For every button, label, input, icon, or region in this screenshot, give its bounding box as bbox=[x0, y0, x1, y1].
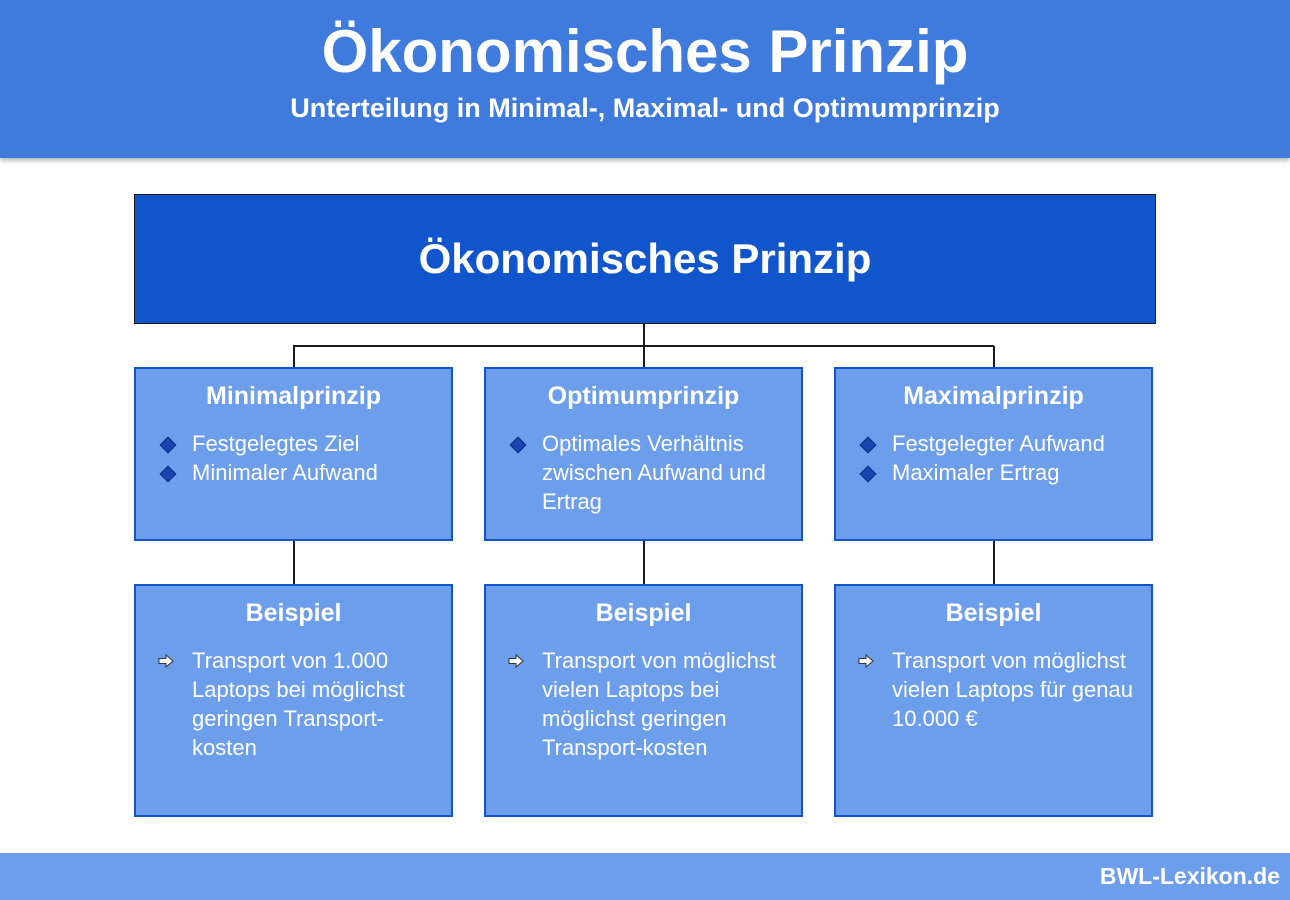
minimalprinzip-title: Minimalprinzip bbox=[136, 379, 451, 413]
example-text: Transport von möglichst vielen Laptops b… bbox=[542, 648, 776, 760]
root-node: Ökonomisches Prinzip bbox=[134, 194, 1156, 324]
minimalprinzip-bullets: Festgelegtes Ziel Minimaler Aufwand bbox=[136, 429, 451, 487]
bullet-item: Festgelegter Aufwand bbox=[892, 429, 1141, 458]
diamond-bullet-icon bbox=[160, 437, 177, 454]
example-title: Beispiel bbox=[486, 596, 801, 630]
bullet-text: Maximaler Ertrag bbox=[892, 460, 1059, 485]
bullet-item: Minimaler Aufwand bbox=[192, 458, 441, 487]
arrow-right-icon bbox=[158, 654, 174, 668]
optimumprinzip-box: Optimumprinzip Optimales Verhältnis zwis… bbox=[484, 367, 803, 541]
footer-brand: BWL-Lexikon.de bbox=[1100, 861, 1280, 891]
diamond-bullet-icon bbox=[860, 437, 877, 454]
arrow-right-icon bbox=[858, 654, 874, 668]
example-item: Transport von 1.000 Laptops bei möglichs… bbox=[192, 646, 441, 762]
bullet-text: Festgelegtes Ziel bbox=[192, 431, 360, 456]
optimumprinzip-bullets: Optimales Verhältnis zwischen Aufwand un… bbox=[486, 429, 801, 516]
minimalprinzip-example-box: Beispiel Transport von 1.000 Laptops bei… bbox=[134, 584, 453, 817]
minimalprinzip-box: Minimalprinzip Festgelegtes Ziel Minimal… bbox=[134, 367, 453, 541]
example-text: Transport von 1.000 Laptops bei möglichs… bbox=[192, 648, 405, 760]
example-item: Transport von möglichst vielen Laptops f… bbox=[892, 646, 1141, 733]
arrow-right-icon bbox=[508, 654, 524, 668]
maximalprinzip-title: Maximalprinzip bbox=[836, 379, 1151, 413]
footer-bar: BWL-Lexikon.de bbox=[0, 853, 1290, 900]
example-title: Beispiel bbox=[136, 596, 451, 630]
bullet-text: Optimales Verhältnis zwischen Aufwand un… bbox=[542, 431, 766, 514]
example-text: Transport von möglichst vielen Laptops f… bbox=[892, 648, 1133, 731]
bullet-item: Maximaler Ertrag bbox=[892, 458, 1141, 487]
bullet-text: Minimaler Aufwand bbox=[192, 460, 378, 485]
diamond-bullet-icon bbox=[510, 437, 527, 454]
maximalprinzip-bullets: Festgelegter Aufwand Maximaler Ertrag bbox=[836, 429, 1151, 487]
maximalprinzip-example-box: Beispiel Transport von möglichst vielen … bbox=[834, 584, 1153, 817]
bullet-item: Festgelegtes Ziel bbox=[192, 429, 441, 458]
optimumprinzip-example-box: Beispiel Transport von möglichst vielen … bbox=[484, 584, 803, 817]
example-list: Transport von möglichst vielen Laptops f… bbox=[836, 646, 1151, 733]
optimumprinzip-title: Optimumprinzip bbox=[486, 379, 801, 413]
example-list: Transport von 1.000 Laptops bei möglichs… bbox=[136, 646, 451, 762]
example-list: Transport von möglichst vielen Laptops b… bbox=[486, 646, 801, 762]
maximalprinzip-box: Maximalprinzip Festgelegter Aufwand Maxi… bbox=[834, 367, 1153, 541]
example-item: Transport von möglichst vielen Laptops b… bbox=[542, 646, 791, 762]
example-title: Beispiel bbox=[836, 596, 1151, 630]
bullet-text: Festgelegter Aufwand bbox=[892, 431, 1105, 456]
bullet-item: Optimales Verhältnis zwischen Aufwand un… bbox=[542, 429, 791, 516]
diamond-bullet-icon bbox=[160, 466, 177, 483]
diamond-bullet-icon bbox=[860, 466, 877, 483]
